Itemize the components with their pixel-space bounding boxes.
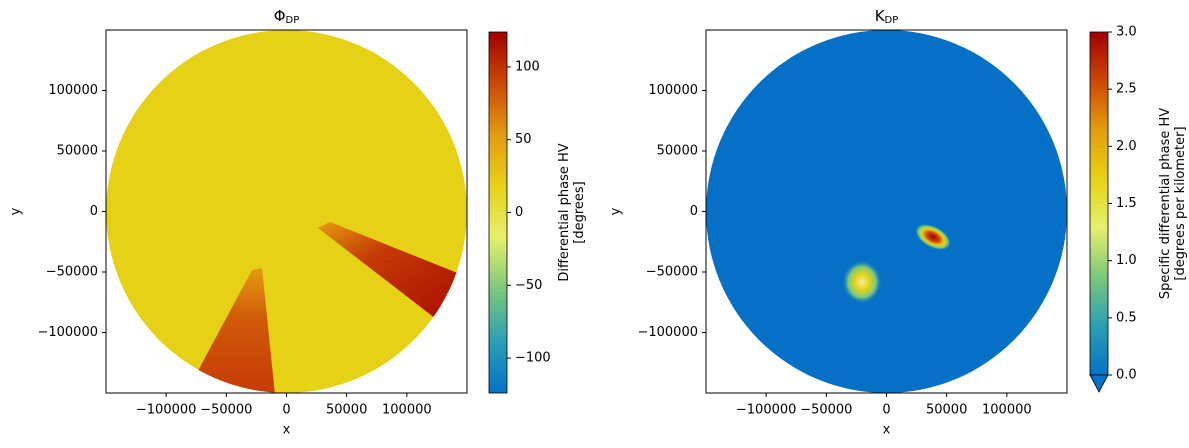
y-tick-label: 50000 xyxy=(657,144,698,159)
colorbar-tick-label: 100 xyxy=(515,59,540,74)
y-tick-label: −100000 xyxy=(637,325,698,340)
kdp-field xyxy=(706,30,1067,393)
colorbar xyxy=(488,31,508,394)
x-tick-label: −50000 xyxy=(200,403,252,418)
y-tick-label: 0 xyxy=(690,204,698,219)
colorbar-label: Specific differential phase HV xyxy=(1158,108,1173,299)
y-tick-label: −100000 xyxy=(37,325,98,340)
x-tick-label: 0 xyxy=(282,403,290,418)
colorbar-tick-label: 1.5 xyxy=(1116,196,1137,211)
colorbar-tick-label: 2.0 xyxy=(1116,139,1137,154)
x-tick-label: 50000 xyxy=(326,403,367,418)
title-main: K xyxy=(875,7,886,25)
x-tick-label: 0 xyxy=(882,403,890,418)
colorbar xyxy=(1089,31,1109,376)
x-tick-label: 50000 xyxy=(926,403,967,418)
y-tick-label: −50000 xyxy=(646,265,698,280)
colorbar-tick-label: 0 xyxy=(515,205,523,220)
colorbar-label: Differential phase HV xyxy=(557,143,572,281)
colorbar-tick-label: 1.0 xyxy=(1116,253,1137,268)
y-tick-label: 50000 xyxy=(57,144,98,159)
x-tick-label: 100000 xyxy=(382,403,432,418)
x-tick-label: −50000 xyxy=(800,403,852,418)
title-main: Φ xyxy=(274,7,286,25)
colorbar-tick-label: 50 xyxy=(515,132,532,147)
y-tick-label: 100000 xyxy=(48,83,98,98)
colorbar-tick-label: 0.0 xyxy=(1116,368,1137,383)
title-subscript: DP xyxy=(885,15,899,26)
colorbar-extension xyxy=(1089,374,1109,393)
x-tick-label: 100000 xyxy=(982,403,1032,418)
y-tick-label: 100000 xyxy=(648,83,698,98)
colorbar-tick-label: −50 xyxy=(515,278,542,293)
x-axis-label: x xyxy=(883,423,891,438)
y-axis-label: y xyxy=(609,207,624,215)
y-tick-label: 0 xyxy=(90,204,98,219)
chart-title: ΦDP xyxy=(274,7,300,27)
colorbar-tick-label: −100 xyxy=(515,351,551,366)
colorbar-label: [degrees] xyxy=(572,181,587,243)
title-subscript: DP xyxy=(286,15,300,26)
y-tick-label: −50000 xyxy=(46,265,98,280)
colorbar-tick-label: 2.5 xyxy=(1116,82,1137,97)
chart-title: KDP xyxy=(875,7,899,27)
colorbar-tick-label: 0.5 xyxy=(1116,310,1137,325)
phidp-field xyxy=(106,30,467,393)
x-tick-label: −100000 xyxy=(136,403,197,418)
y-axis-label: y xyxy=(9,207,24,215)
x-tick-label: −100000 xyxy=(736,403,797,418)
x-axis-label: x xyxy=(283,423,291,438)
colorbar-tick-label: 3.0 xyxy=(1116,25,1137,40)
colorbar-label: [degrees per kilometer] xyxy=(1173,126,1188,280)
